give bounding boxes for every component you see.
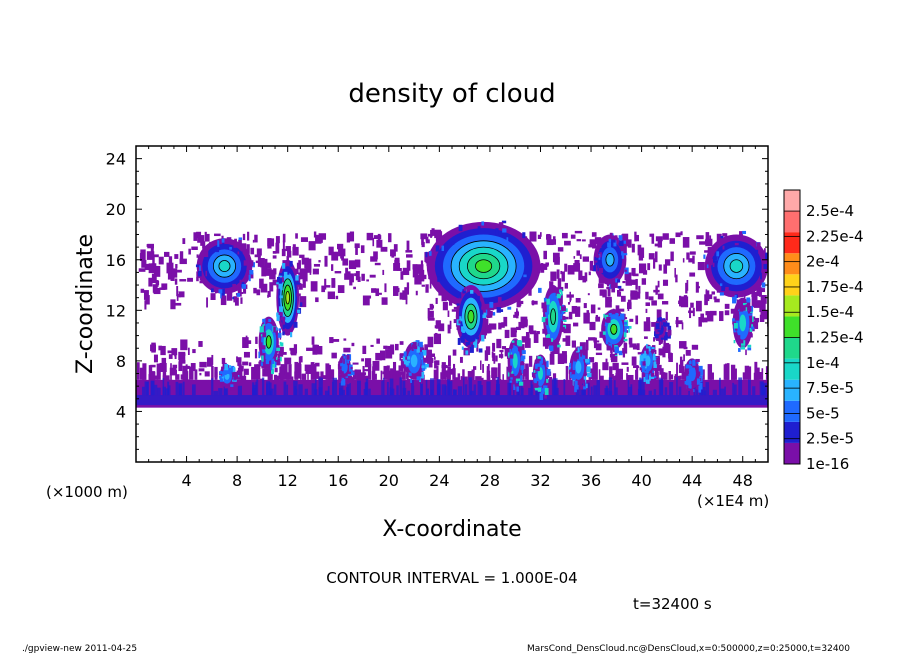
colorbar: 1e-16 2.5e-5 5e-5 7.5e-5 1e-4 1.25e-4 1.5e-4 1.… [783, 189, 864, 473]
colorbar-label-5: 1.25e-4 [806, 329, 864, 347]
colorbar-label-4: 1e-4 [806, 354, 840, 372]
cloud-cell-17 [337, 353, 355, 386]
colorbar-label-2: 5e-5 [806, 404, 840, 422]
cloud-cell-8 [599, 308, 632, 357]
y-unit-label: (×1000 m) [46, 483, 128, 501]
contour-interval-label: CONTOUR INTERVAL = 1.000E-04 [326, 569, 577, 587]
x-tick-label-6: 28 [480, 471, 500, 490]
x-tick-label-3: 16 [328, 471, 348, 490]
cloud-cell-0 [195, 235, 255, 303]
x-unit-label: (×1E4 m) [697, 492, 769, 510]
colorbar-label-7: 1.75e-4 [806, 278, 864, 296]
colorbar-swatch-2 [784, 400, 800, 422]
colorbar-label-0: 1e-16 [806, 455, 849, 473]
y-tick-label-1: 8 [116, 352, 126, 371]
density-field [136, 220, 768, 408]
colorbar-label-1: 2.5e-5 [806, 430, 854, 448]
y-tick-label-5: 24 [106, 150, 126, 169]
cloud-cell-4 [455, 285, 487, 355]
footer-left: ./gpview-new 2011-04-25 [22, 644, 137, 654]
x-tick-label-4: 20 [379, 471, 399, 490]
colorbar-label-10: 2.5e-4 [806, 202, 854, 220]
cloud-cell-7 [591, 232, 629, 293]
x-tick-label-0: 4 [181, 471, 191, 490]
cloud-cell-1 [276, 259, 303, 338]
x-axis-label: X-coordinate [382, 517, 521, 542]
y-axis-label: Z-coordinate [73, 234, 98, 374]
colorbar-swatch-1 [784, 421, 800, 443]
time-label: t=32400 s [633, 595, 712, 613]
cloud-cell-13 [568, 346, 592, 393]
colorbar-swatch-8 [784, 274, 800, 296]
colorbar-label-3: 7.5e-5 [806, 379, 854, 397]
x-axis: 4 8 12 16 20 24 28 32 36 40 44 48 [135, 146, 769, 490]
cloud-cell-2 [258, 316, 284, 375]
colorbar-swatch-10 [784, 232, 800, 254]
cloud-cell-11 [732, 297, 755, 356]
footer-right: MarsCond_DensCloud.nc@DensCloud,x=0:5000… [527, 644, 850, 654]
cloud-cell-14 [531, 354, 553, 401]
x-tick-label-10: 44 [682, 471, 702, 490]
cloud-band-1 [136, 377, 768, 406]
cloud-haze-3 [138, 243, 187, 310]
x-tick-label-11: 48 [733, 471, 753, 490]
y-tick-label-3: 16 [106, 251, 126, 270]
colorbar-label-8: 2e-4 [806, 253, 840, 271]
colorbar-swatch-5 [784, 337, 800, 359]
x-tick-label-9: 40 [631, 471, 651, 490]
cloud-cell-6 [541, 285, 569, 358]
colorbar-swatch-0 [784, 442, 800, 464]
chart-title: density of cloud [348, 79, 555, 109]
y-tick-label-4: 20 [106, 200, 126, 219]
cloud-cell-16 [684, 358, 704, 396]
x-tick-label-2: 12 [278, 471, 298, 490]
x-tick-label-5: 24 [429, 471, 449, 490]
colorbar-swatch-4 [784, 358, 800, 380]
cloud-cell-15 [219, 363, 240, 391]
colorbar-swatch-6 [784, 316, 800, 338]
cloud-cell-9 [639, 343, 660, 384]
cloud-cell-12 [402, 340, 429, 386]
x-tick-label-7: 32 [530, 471, 550, 490]
cloud-cell-18 [653, 316, 672, 346]
colorbar-label-9: 2.25e-4 [806, 227, 864, 245]
y-tick-label-2: 12 [106, 301, 126, 320]
colorbar-swatch-9 [784, 253, 800, 275]
x-tick-label-8: 36 [581, 471, 601, 490]
colorbar-label-6: 1.5e-4 [806, 303, 854, 321]
colorbar-swatch-12 [784, 190, 800, 212]
x-tick-label-1: 8 [232, 471, 242, 490]
colorbar-swatch-3 [784, 379, 800, 401]
y-tick-label-0: 4 [116, 402, 126, 421]
y-axis: 4 8 12 16 20 24 [106, 145, 768, 463]
colorbar-swatch-7 [784, 295, 800, 317]
colorbar-swatch-11 [784, 211, 800, 233]
cloud-cell-5 [507, 338, 527, 392]
cloud-cell-3 [421, 220, 549, 318]
